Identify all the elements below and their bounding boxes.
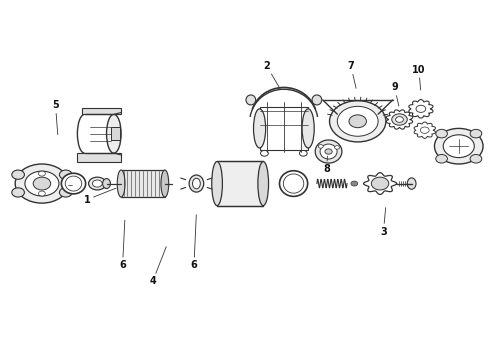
Ellipse shape	[315, 140, 342, 163]
Circle shape	[59, 170, 72, 179]
Circle shape	[420, 127, 429, 134]
Circle shape	[470, 154, 482, 163]
Circle shape	[436, 154, 447, 163]
Ellipse shape	[246, 95, 256, 105]
Circle shape	[25, 171, 59, 196]
Ellipse shape	[61, 173, 86, 194]
Circle shape	[416, 105, 426, 112]
Circle shape	[67, 183, 74, 188]
Text: 3: 3	[380, 208, 387, 237]
Ellipse shape	[102, 179, 110, 189]
Circle shape	[15, 164, 69, 203]
Circle shape	[436, 129, 447, 138]
Circle shape	[12, 188, 24, 197]
Circle shape	[318, 145, 323, 148]
Ellipse shape	[117, 170, 125, 197]
Ellipse shape	[320, 144, 337, 159]
Circle shape	[89, 177, 106, 190]
Ellipse shape	[189, 175, 204, 192]
Ellipse shape	[212, 162, 222, 206]
Ellipse shape	[407, 178, 416, 189]
Circle shape	[351, 181, 358, 186]
Circle shape	[435, 129, 483, 164]
Text: 4: 4	[149, 247, 166, 287]
Ellipse shape	[261, 150, 269, 156]
Ellipse shape	[325, 149, 332, 154]
Text: 2: 2	[264, 61, 280, 89]
Ellipse shape	[161, 170, 169, 197]
Text: 6: 6	[191, 215, 197, 270]
Circle shape	[59, 188, 72, 197]
Text: 9: 9	[391, 82, 399, 106]
Circle shape	[12, 170, 24, 179]
Bar	[260, 107, 308, 150]
Circle shape	[349, 115, 367, 128]
Circle shape	[330, 101, 386, 142]
Bar	[217, 162, 263, 206]
Text: 5: 5	[52, 100, 59, 135]
Ellipse shape	[302, 109, 314, 148]
Ellipse shape	[253, 109, 266, 148]
Text: 6: 6	[119, 220, 126, 270]
Ellipse shape	[258, 162, 269, 206]
Circle shape	[335, 146, 340, 149]
Circle shape	[93, 180, 102, 187]
Ellipse shape	[193, 178, 200, 189]
Ellipse shape	[106, 114, 121, 153]
Circle shape	[39, 171, 45, 176]
Circle shape	[337, 106, 378, 136]
Text: 8: 8	[323, 156, 330, 174]
Text: 1: 1	[84, 188, 116, 204]
Circle shape	[443, 135, 474, 158]
Circle shape	[371, 177, 389, 190]
Bar	[111, 127, 120, 140]
Circle shape	[33, 177, 50, 190]
Ellipse shape	[312, 95, 322, 105]
Text: 7: 7	[347, 61, 356, 88]
Bar	[77, 153, 121, 162]
Circle shape	[39, 191, 45, 196]
Circle shape	[395, 117, 403, 122]
Ellipse shape	[279, 171, 308, 196]
Bar	[82, 108, 121, 114]
Circle shape	[392, 114, 407, 125]
Circle shape	[470, 129, 482, 138]
Bar	[121, 170, 165, 197]
Text: 10: 10	[412, 65, 426, 90]
Ellipse shape	[299, 150, 307, 156]
